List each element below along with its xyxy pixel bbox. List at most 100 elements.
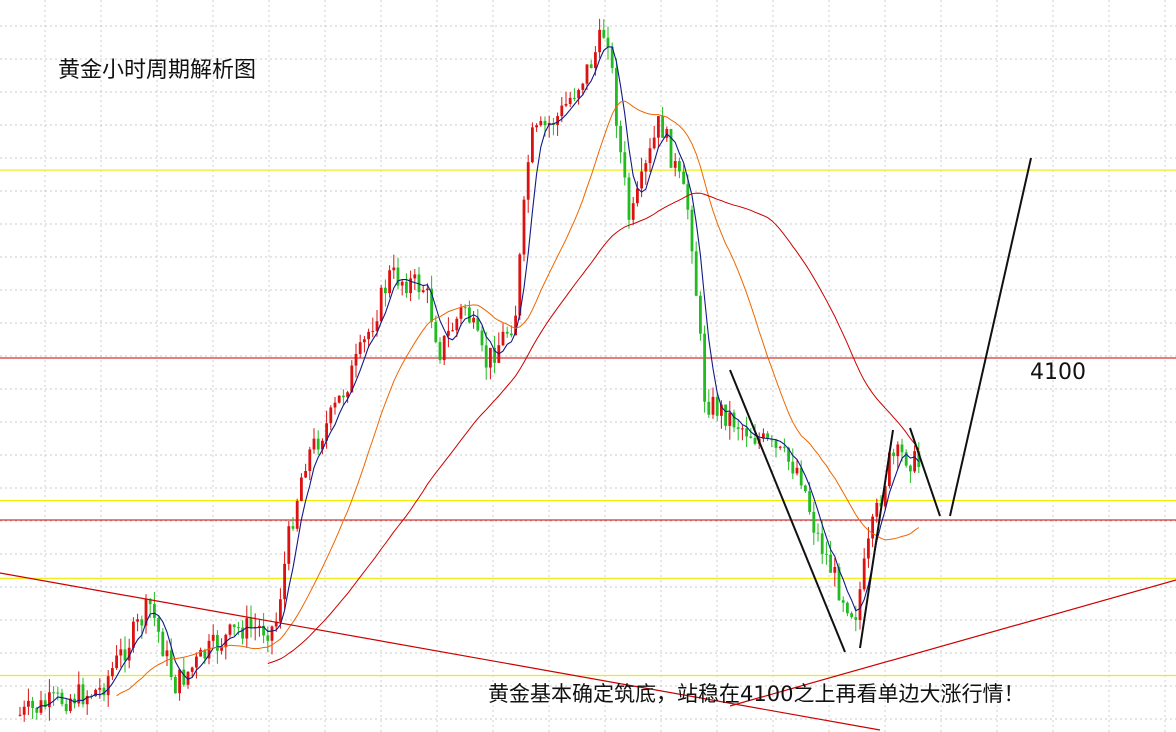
candle-body [258,625,261,627]
candle-body [123,649,127,661]
candle-body [724,404,727,426]
candle-body [300,477,303,501]
candle-body [472,317,475,323]
candle-body [514,315,517,336]
candle-body [766,433,769,440]
candle-body [451,330,454,332]
candle-body [413,274,417,279]
candle-body [652,137,656,149]
candle-body [753,437,757,444]
candle-body [148,599,152,605]
candle-body [539,120,543,126]
candle-body [510,333,513,336]
candle-body [858,589,862,620]
candle-body [795,467,799,474]
candle-body [106,676,110,696]
candle-body [245,618,249,639]
candle-body [274,621,278,627]
candle-body [405,281,408,294]
candle-body [220,647,223,651]
candle-body [325,423,328,441]
candle-body [262,625,265,636]
candle-body [447,330,450,336]
candle-body [379,287,383,322]
candle-body [115,655,118,669]
ma-slow-line [267,192,920,664]
candle-body [661,116,664,138]
ascending-trendline [729,579,1176,707]
candle-body [279,599,282,622]
candle-body [606,37,610,47]
candle-body [707,401,711,415]
candle-body [56,692,60,694]
candle-body [140,619,144,626]
candle-body [900,444,904,453]
candle-body [892,452,895,457]
candle-body [678,161,681,172]
candle-body [909,465,912,472]
projection-stroke [949,157,1032,517]
candle-body [73,698,76,704]
candle-body [295,500,299,529]
candle-body [749,436,753,438]
candle-body [426,288,429,291]
candle-body [917,451,921,468]
candle-body [442,335,446,361]
candle-body [476,317,480,331]
candle-body [127,647,131,661]
chart-title: 黄金小时周期解析图 [58,58,257,83]
candle-body [631,203,635,220]
candle-body [610,46,614,68]
candle-body [657,116,660,138]
candles [18,18,921,722]
candle-body [686,184,690,210]
candle-body [266,635,270,641]
candle-body [102,687,106,696]
candle-body [560,105,564,117]
candle-body [493,347,496,363]
candle-body [505,331,509,334]
candle-body [799,467,803,486]
rally-stroke [859,429,894,649]
candle-body [636,188,639,204]
candle-body [594,52,597,69]
candle-body [484,345,488,368]
candle-body [329,407,333,424]
candle-body [52,692,55,694]
candle-body [22,706,26,715]
candle-body [241,627,244,639]
candle-body [728,412,732,426]
candle-body [304,470,307,478]
candle-body [589,64,593,69]
candle-body [867,538,870,559]
candle-body [43,700,47,708]
decline-stroke [729,369,846,653]
candle-body [430,288,433,322]
candle-body [816,532,820,534]
candle-body [228,624,232,635]
candle-body [711,396,715,415]
candle-body [342,395,345,398]
candle-body [518,254,522,316]
candle-body [526,162,530,200]
candle-body [854,617,858,620]
candle-body [581,83,585,90]
descending-trendline [0,572,881,731]
candle-body [434,321,438,343]
candle-body [371,330,375,332]
candle-body [363,339,366,343]
candle-body [762,433,765,439]
candle-body [186,671,190,685]
price-level-lines [0,169,1176,677]
candle-body [98,687,102,690]
candle-body [808,491,811,512]
candle-body [720,404,723,416]
candle-body [195,656,198,668]
ma-mid-line [116,100,920,697]
candle-body [669,129,673,168]
candle-body [862,558,866,590]
candle-body [157,617,160,632]
candle-body [182,669,186,685]
candle-body [438,342,442,361]
candle-body [207,640,211,659]
